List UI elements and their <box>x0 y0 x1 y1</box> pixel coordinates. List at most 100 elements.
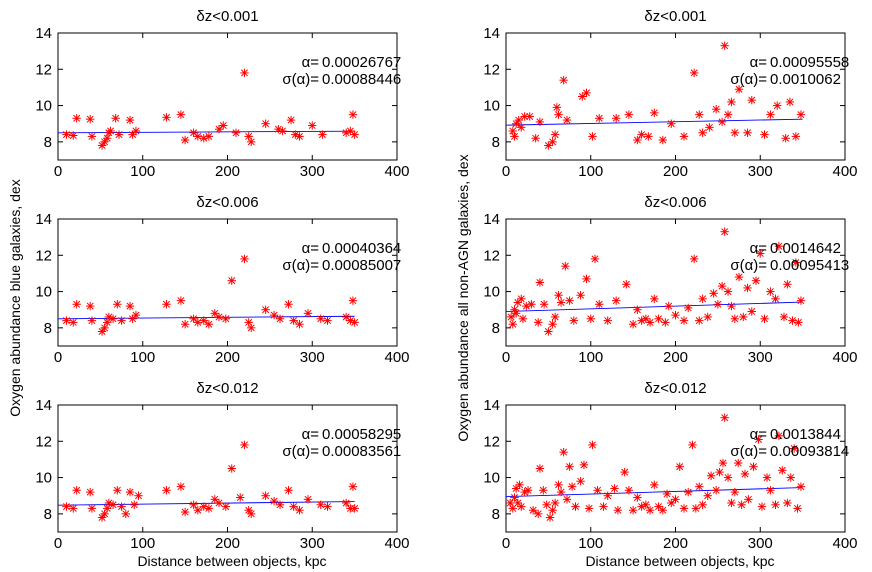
data-point <box>695 316 704 325</box>
data-point <box>650 108 659 118</box>
x-tick-label: 200 <box>663 163 688 180</box>
data-point <box>517 123 526 132</box>
data-point <box>723 287 733 296</box>
data-point <box>69 318 78 327</box>
data-point <box>576 291 585 300</box>
data-point <box>695 482 704 491</box>
y-tick-label: 10 <box>483 98 500 115</box>
data-point <box>548 137 557 147</box>
sigma-value: 0.00083561 <box>322 443 401 460</box>
data-point <box>508 504 517 513</box>
data-point <box>289 316 298 325</box>
data-point <box>723 110 733 119</box>
x-tick-label: 200 <box>215 349 240 366</box>
data-point <box>739 312 748 322</box>
x-tick-label: 300 <box>300 349 325 366</box>
data-point <box>180 135 190 145</box>
data-point <box>125 115 135 125</box>
data-point <box>535 278 545 287</box>
data-point <box>550 130 560 139</box>
data-point <box>751 276 761 285</box>
plot-frame <box>57 32 398 161</box>
alpha-value: 0.00095558 <box>770 54 849 71</box>
fit-line <box>505 487 803 498</box>
data-point <box>86 301 95 311</box>
data-point <box>658 506 667 515</box>
data-point <box>611 296 621 305</box>
data-point <box>531 134 540 143</box>
data-point <box>87 504 97 513</box>
data-point <box>766 110 775 119</box>
data-point <box>633 493 642 502</box>
data-point <box>221 314 231 323</box>
data-point <box>62 316 71 325</box>
data-point <box>595 300 604 309</box>
data-point <box>796 296 806 305</box>
data-point <box>689 254 699 264</box>
data-point <box>162 486 171 495</box>
x-axis-label-right: Distance between objects, kpc <box>585 553 774 569</box>
data-point <box>645 506 655 515</box>
data-point <box>117 316 126 325</box>
data-point <box>134 491 143 500</box>
data-point <box>176 296 186 305</box>
data-point <box>278 126 287 136</box>
x-tick-label: 400 <box>384 349 409 366</box>
data-point <box>762 473 772 482</box>
data-point <box>318 130 327 139</box>
x-tick-label: 200 <box>215 163 240 180</box>
data-point <box>766 486 775 495</box>
data-point <box>658 135 667 145</box>
data-point <box>295 320 304 329</box>
panel-title: δz<0.006 <box>644 194 706 211</box>
data-point <box>236 493 245 502</box>
x-tick-label: 400 <box>384 535 409 552</box>
y-tick-label: 14 <box>483 25 500 42</box>
data-point <box>269 496 279 506</box>
data-point <box>227 464 236 473</box>
data-point <box>679 316 689 325</box>
x-tick-label: 200 <box>663 349 688 366</box>
data-point <box>303 495 313 504</box>
data-point <box>734 272 744 282</box>
data-point <box>654 314 663 323</box>
data-point <box>691 504 701 513</box>
data-point <box>214 124 224 134</box>
y-tick-label: 8 <box>44 506 52 523</box>
data-point <box>556 487 566 497</box>
data-point <box>534 509 543 519</box>
data-point <box>554 291 563 300</box>
data-point <box>193 506 203 515</box>
data-point <box>125 301 135 311</box>
data-point <box>72 300 81 309</box>
data-point <box>584 504 594 513</box>
data-point <box>737 500 746 509</box>
data-point <box>771 294 780 304</box>
x-tick-label: 300 <box>748 163 773 180</box>
sigma-value: 0.00093814 <box>770 443 849 460</box>
data-point <box>743 128 752 137</box>
alpha-value: 0.0014642 <box>770 240 841 257</box>
y-tick-label: 12 <box>483 247 500 264</box>
data-point <box>323 316 332 325</box>
data-point <box>527 300 536 309</box>
data-point <box>545 513 555 522</box>
data-point <box>199 134 208 143</box>
data-point <box>240 68 249 78</box>
x-axis-label-left: Distance between objects, kpc <box>137 553 326 569</box>
data-point <box>688 440 697 450</box>
data-point <box>227 276 236 285</box>
sigma-label: σ(α)= <box>730 443 767 460</box>
data-point <box>650 294 659 304</box>
data-point <box>717 281 727 291</box>
data-point <box>720 413 729 422</box>
data-point <box>590 254 600 264</box>
data-point <box>295 132 304 141</box>
data-point <box>247 137 256 147</box>
y-tick-label: 12 <box>35 61 52 78</box>
data-point <box>698 500 707 509</box>
data-point <box>69 504 78 513</box>
data-point <box>552 103 562 112</box>
data-point <box>727 498 736 508</box>
panel-title: δz<0.001 <box>644 8 706 25</box>
